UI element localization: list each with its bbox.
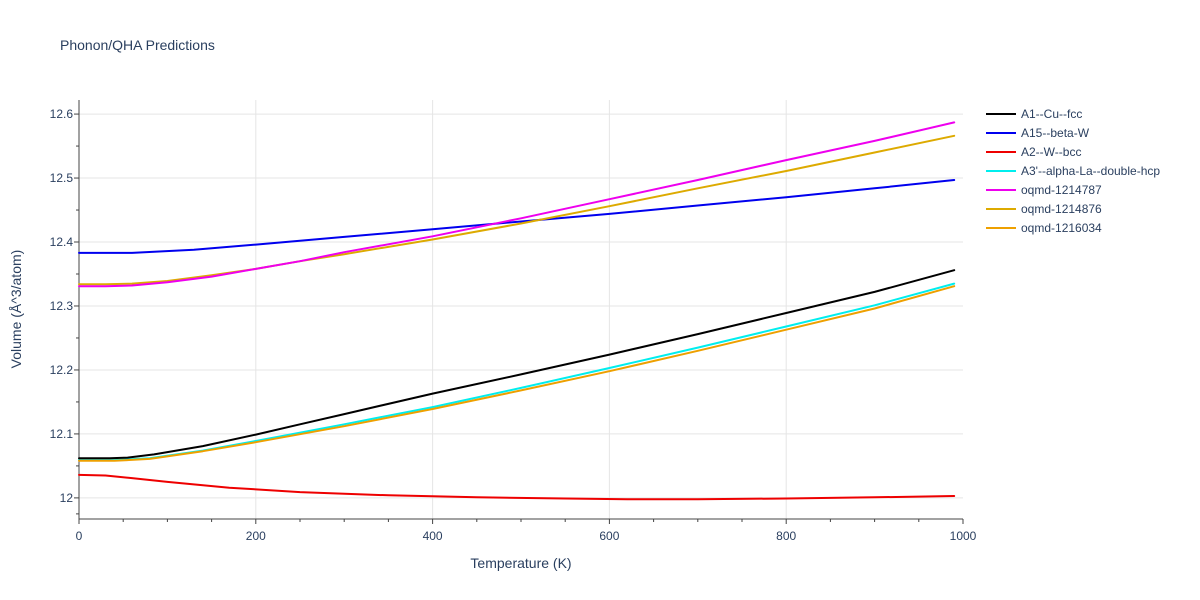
legend-label: oqmd-1214876 (1021, 202, 1102, 216)
axes (74, 100, 964, 524)
plot-area (78, 121, 956, 501)
tick-labels: 0 200 400 600 800 1000 12 12.1 12.2 12.3 12.4 12.5 1… (50, 107, 977, 543)
legend-item[interactable]: A3'--alpha-La--double-hcp (986, 164, 1160, 178)
series-line-a15-beta-w (78, 179, 956, 254)
legend-label: A1--Cu--fcc (1021, 107, 1082, 121)
y-tick-label: 12.1 (50, 427, 74, 441)
legend-item[interactable]: oqmd-1214876 (986, 202, 1102, 216)
series-line-oqmd-1214787 (78, 121, 956, 288)
legend-item[interactable]: A1--Cu--fcc (986, 107, 1082, 121)
x-tick-label: 800 (776, 529, 796, 543)
series-line-oqmd-1216034 (78, 285, 956, 462)
legend-label: A15--beta-W (1021, 126, 1090, 140)
y-tick-label: 12.3 (50, 299, 74, 313)
y-tick-label: 12.4 (50, 235, 74, 249)
x-axis-title: Temperature (K) (470, 555, 571, 571)
legend-label: oqmd-1216034 (1021, 221, 1102, 235)
chart-title: Phonon/QHA Predictions (60, 37, 215, 53)
legend-label: oqmd-1214787 (1021, 183, 1102, 197)
legend-item[interactable]: A15--beta-W (986, 126, 1090, 140)
y-tick-label: 12 (60, 491, 74, 505)
x-tick-label: 1000 (950, 529, 977, 543)
legend-item[interactable]: oqmd-1214787 (986, 183, 1102, 197)
grid (79, 100, 963, 519)
x-tick-label: 0 (76, 529, 83, 543)
legend-item[interactable]: oqmd-1216034 (986, 221, 1102, 235)
y-axis-title: Volume (Å^3/atom) (8, 250, 24, 369)
x-tick-label: 400 (423, 529, 443, 543)
legend-label: A2--W--bcc (1021, 145, 1081, 159)
series-line-a2-w-bcc (78, 473, 956, 501)
legend[interactable]: A1--Cu--fcc A15--beta-W A2--W--bcc A3'--alp… (986, 107, 1160, 235)
legend-label: A3'--alpha-La--double-hcp (1021, 164, 1160, 178)
x-tick-label: 200 (246, 529, 266, 543)
series-line-a1-cu-fcc (78, 269, 956, 460)
legend-item[interactable]: A2--W--bcc (986, 145, 1081, 159)
y-tick-label: 12.2 (50, 363, 74, 377)
x-tick-label: 600 (599, 529, 619, 543)
y-tick-label: 12.6 (50, 107, 74, 121)
y-tick-label: 12.5 (50, 171, 74, 185)
series-line-oqmd-1214876 (78, 134, 956, 286)
